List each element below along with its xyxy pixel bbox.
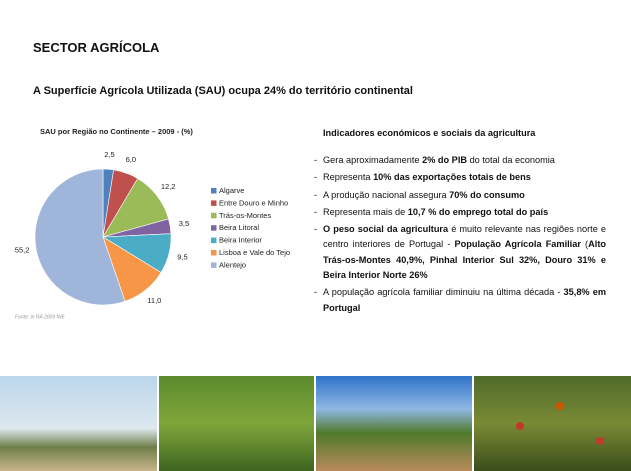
legend-label: Lisboa e Vale do Tejo <box>219 248 290 257</box>
data-label: 11,0 <box>147 296 161 305</box>
photo-detail <box>596 437 604 445</box>
data-label: 3,5 <box>179 219 189 228</box>
bullet: - Gera aproximadamente 2% do PIB do total… <box>314 153 606 168</box>
legend-swatch <box>211 262 217 268</box>
bullet-marker: - <box>314 172 318 183</box>
chart-title: SAU por Região no Continente – 2009 - (%… <box>40 127 193 136</box>
bullet: - Representa 10% das exportações totais d… <box>314 170 606 185</box>
data-label: 6,0 <box>126 155 136 164</box>
photo-olive-trees <box>0 376 157 471</box>
bullet-text: O peso social da agricultura <box>323 224 449 235</box>
bullet-marker: - <box>314 287 318 298</box>
bullet-text: Gera aproximadamente <box>323 155 423 165</box>
panel-heading: Indicadores económicos e sociais da agri… <box>323 128 536 138</box>
data-label: 9,5 <box>177 252 187 261</box>
legend-swatch <box>211 237 217 244</box>
legend-label: Beira Litoral <box>219 223 259 232</box>
bullet-text: A população agrícola familiar diminuiu n… <box>323 287 564 298</box>
bullet: - Representa mais de 10,7 % do emprego to… <box>314 205 606 220</box>
bullet-marker: - <box>314 224 318 235</box>
bullet-list: - Gera aproximadamente 2% do PIB do total… <box>314 153 606 318</box>
legend-label: Alentejo <box>219 260 246 269</box>
legend-label: Beira Interior <box>219 236 262 245</box>
data-label: 55,2 <box>15 245 30 254</box>
legend-swatch <box>211 225 217 231</box>
legend-label: Algarve <box>219 186 244 195</box>
bullet-text: Representa mais de <box>323 206 408 217</box>
pie-chart: SAU por Região no Continente – 2009 - (%… <box>15 127 290 320</box>
bullet-text: 70% do consumo <box>449 189 525 200</box>
legend-label: Trás-os-Montes <box>219 211 271 220</box>
bullet-text: 2% do PIB <box>422 155 468 165</box>
photo-tomatoes <box>474 376 631 471</box>
bullet: -A produção nacional assegura 70% do con… <box>314 188 606 203</box>
data-label: 12,2 <box>161 182 176 191</box>
photo-vineyard <box>159 376 314 471</box>
legend-swatch <box>211 200 217 206</box>
bullet-text: do total da economia <box>467 155 555 165</box>
photo-detail <box>556 402 564 410</box>
source-note: Fonte: in RA 2009 INE <box>15 314 66 320</box>
photo-detail <box>516 422 524 430</box>
slide-subtitle: A Superfície Agrícola Utilizada (SAU) oc… <box>33 85 413 97</box>
bullet-marker: - <box>314 155 318 165</box>
legend-swatch <box>211 212 217 219</box>
bullet-text: Alto Trás-os-Montes 40,9%, Pinhal Interi… <box>323 239 606 281</box>
bullet-text: ( <box>580 239 589 250</box>
bullet-text: 35,8% em Portugal <box>323 287 606 313</box>
photo-strip <box>0 376 631 471</box>
bullet-text: A produção nacional assegura <box>323 189 450 200</box>
bullet-text: é muito relevante nas regiões norte e ce… <box>323 224 606 250</box>
bullet-text: Representa <box>323 172 374 183</box>
legend-swatch <box>211 250 217 256</box>
photo-orchard <box>316 376 472 471</box>
pie-slice <box>34 168 126 306</box>
legend-swatch <box>211 188 217 194</box>
bullet-text: 10% das exportações totais de bens <box>373 172 531 183</box>
bullet-marker: - <box>314 206 318 217</box>
slide-title: SECTOR AGRÍCOLA <box>33 40 160 55</box>
bullet-text: 10,7 % do emprego total do país <box>407 206 549 217</box>
bullet: -A população agrícola familiar diminuiu … <box>314 285 606 316</box>
bullet-text: População Agrícola Familiar <box>454 239 581 250</box>
bullet: -O peso social da agricultura é muito re… <box>314 222 606 283</box>
data-label: 2,5 <box>104 150 114 159</box>
bullet-marker: - <box>314 189 318 200</box>
legend-label: Entre Douro e Minho <box>219 198 288 207</box>
